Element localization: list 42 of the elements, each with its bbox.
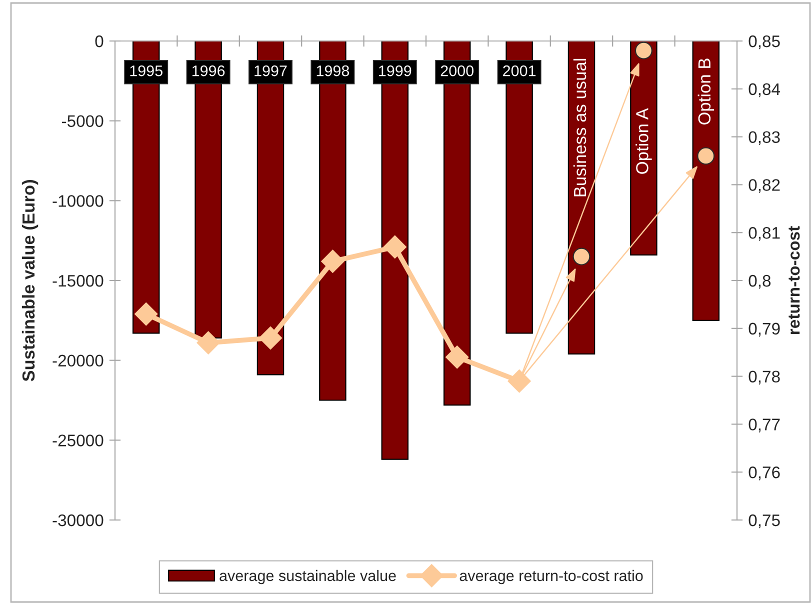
point [321,250,344,273]
x-tick-label: 1999 [379,65,412,76]
point [572,248,590,266]
y2-axis-title: return-to-cost [788,226,800,334]
y-tick-label: -25000 [52,434,104,446]
y-tick-label: -15000 [52,274,104,287]
point [446,346,469,369]
y2-tick-label: 0,77 [748,418,780,432]
legend-label: average return-to-cost ratio [460,570,643,584]
point [508,370,531,393]
point [634,42,652,60]
x-tick-label: Option A [636,108,652,174]
y-tick-label: -5000 [62,115,104,128]
y-tick-label: -30000 [52,514,104,526]
point [697,147,715,165]
y2-tick-label: 0,79 [748,322,780,337]
x-tick-label: Option B [698,58,714,124]
y2-tick-label: 0,83 [748,131,780,145]
x-tick-label: 2000 [440,65,474,76]
y2-tick-label: 0,8 [748,274,771,289]
point [196,331,220,354]
y2-tick-label: 0,84 [748,83,780,98]
point [134,302,158,326]
y2-tick-label: 0,81 [748,227,780,241]
x-tick-label: 2001 [503,65,536,76]
y2-tick-label: 0,82 [748,179,780,193]
legend-label: average sustainable value [220,570,396,584]
x-tick-label: 1995 [130,65,162,76]
x-tick-label: Business as usual [573,58,586,196]
x-tick-label: 1997 [254,65,287,76]
y2-tick-label: 0,75 [748,514,780,528]
y2-tick-label: 0,78 [748,370,780,384]
y-tick-label: 0 [95,35,104,48]
y-tick-label: -10000 [52,195,104,207]
y-tick-label: -20000 [52,354,104,367]
y2-tick-label: 0,76 [748,466,780,480]
y-axis-title: Sustainable value (Euro) [22,180,38,382]
x-tick-label: 1998 [316,65,350,76]
y2-tick-label: 0,85 [748,35,780,50]
point [383,235,406,258]
point [259,326,282,350]
x-tick-label: 1996 [192,65,225,76]
